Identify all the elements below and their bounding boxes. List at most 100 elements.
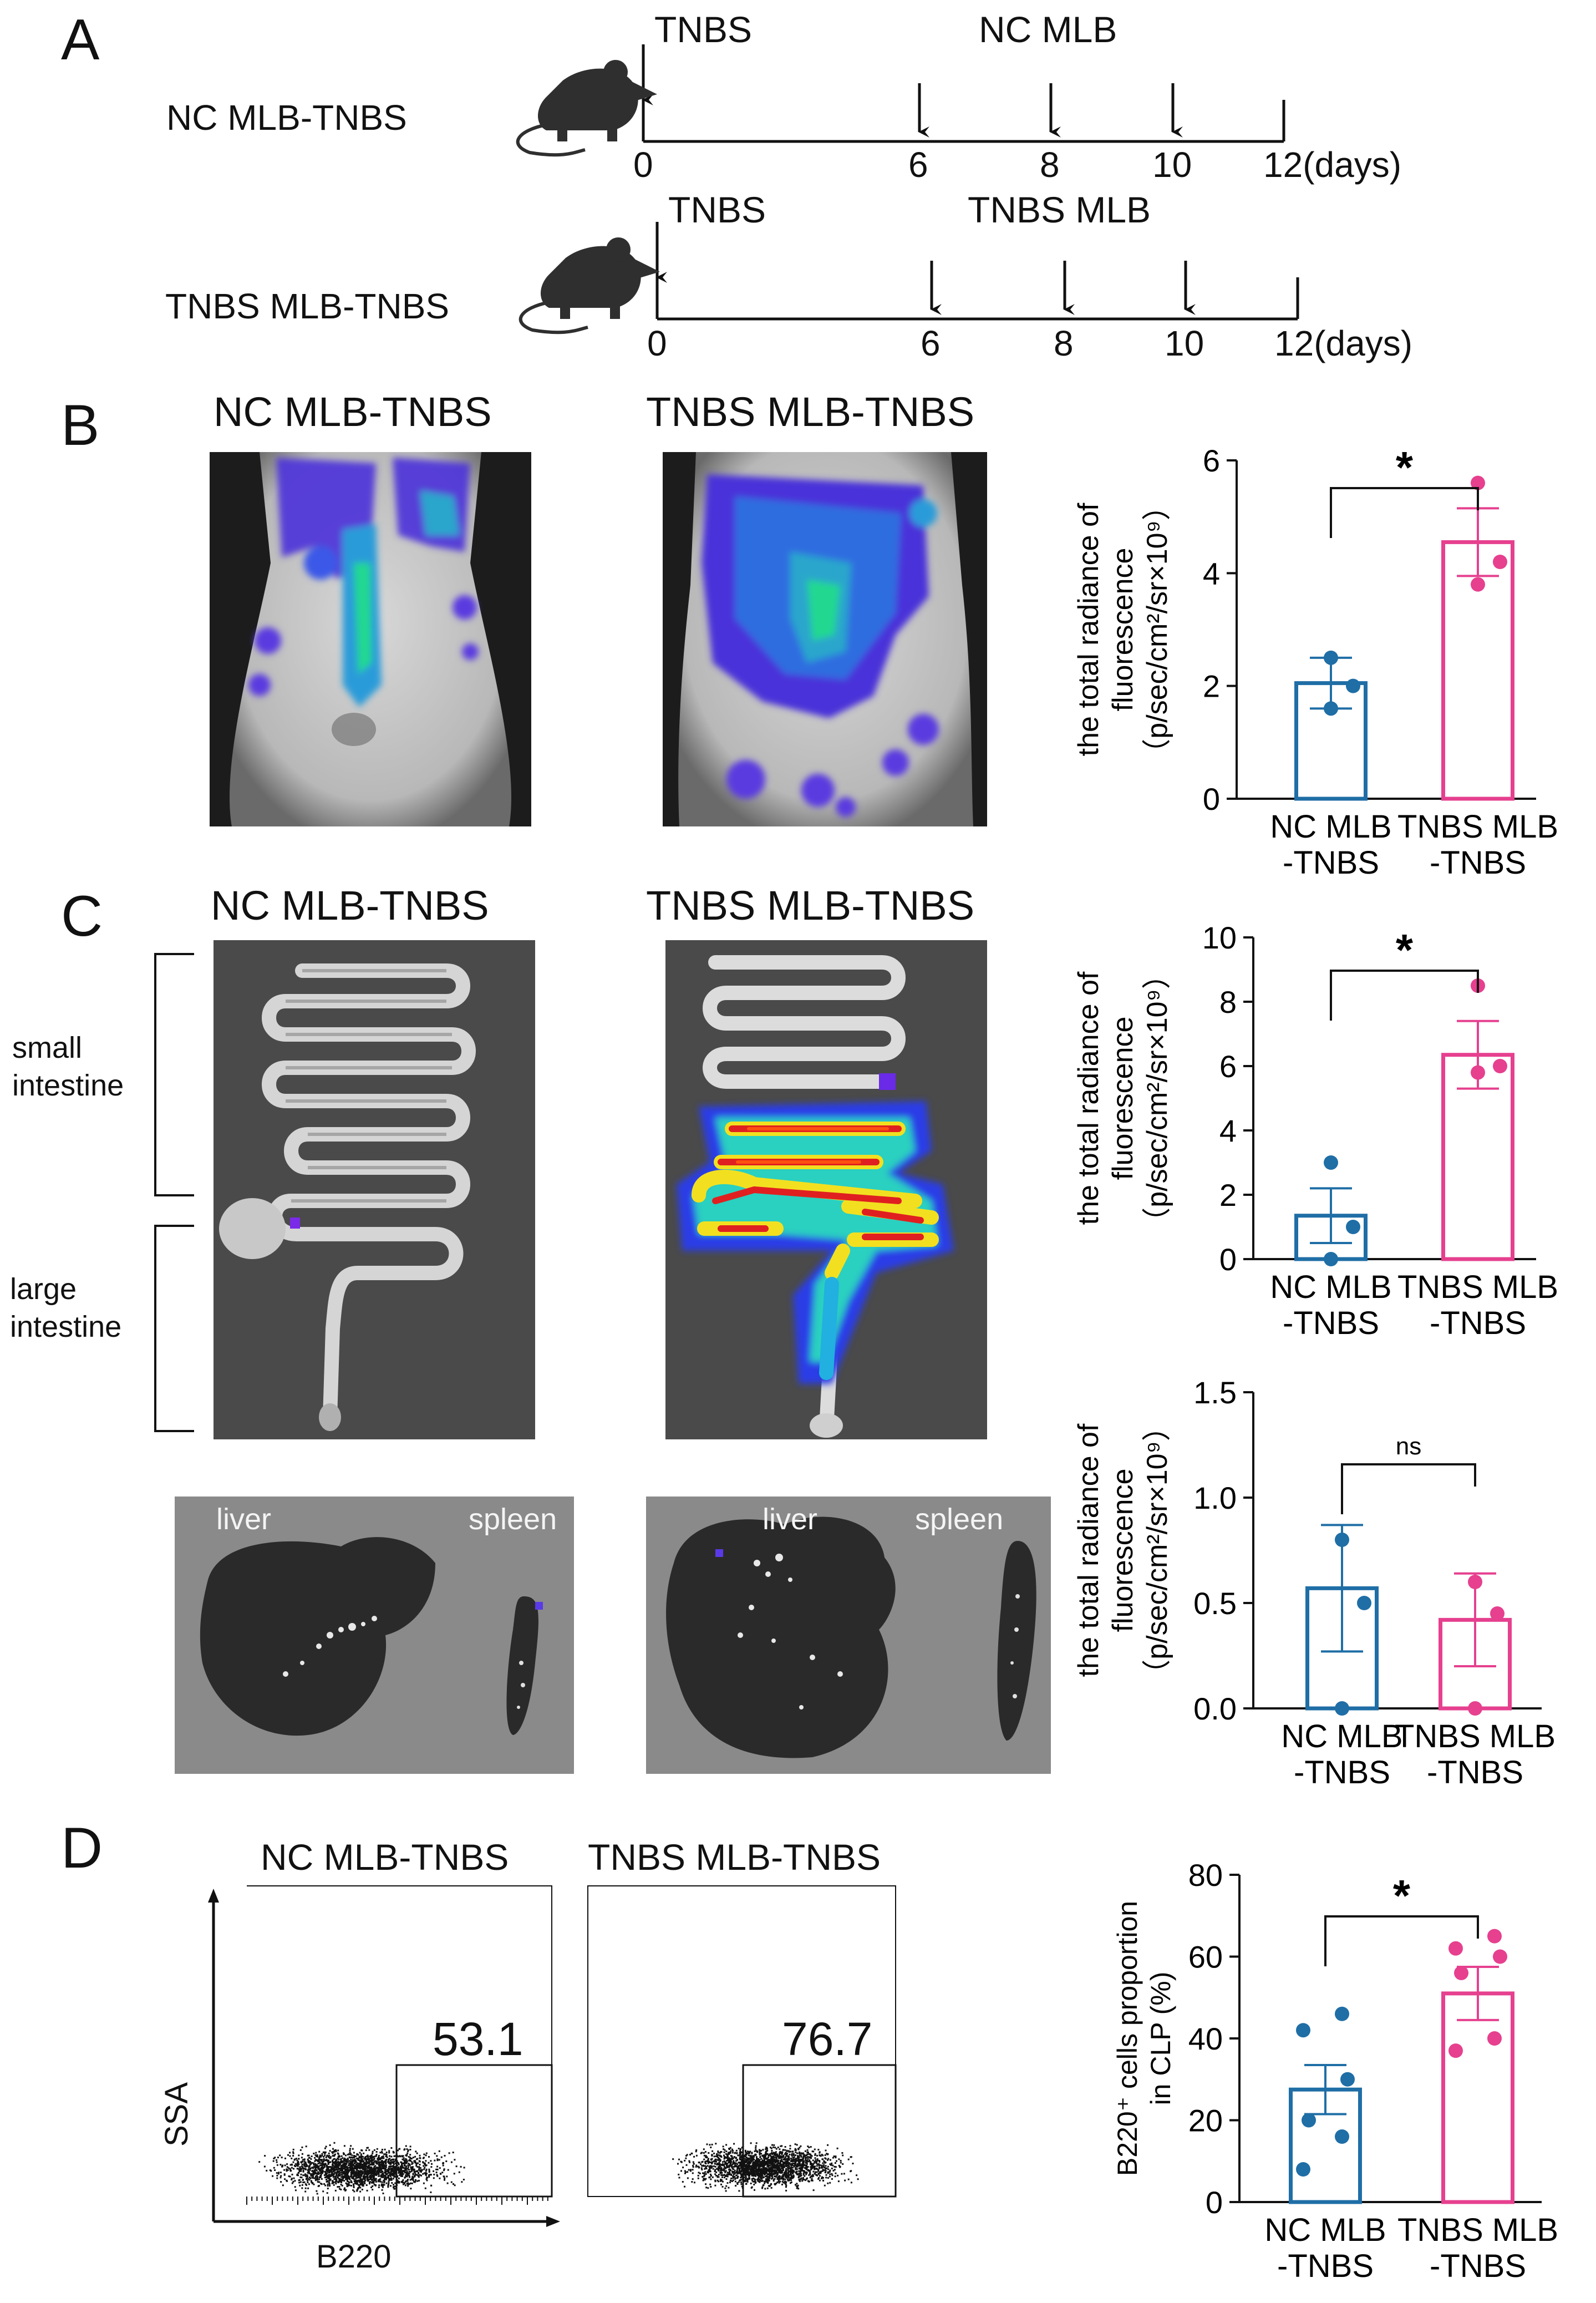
flow-dot [380, 2172, 382, 2174]
flow-dot [372, 2157, 374, 2159]
flow-dot [326, 2192, 328, 2194]
flow-dot [345, 2154, 347, 2157]
x-tick-label: TNBS MLB [1397, 2212, 1558, 2248]
flow-dot [374, 2155, 375, 2158]
flow-dot [759, 2149, 760, 2151]
flow-dot [760, 2158, 763, 2160]
flow-dot [362, 2172, 364, 2174]
flow-dot [348, 2162, 350, 2164]
y-axis-label: the total radiance of [1073, 971, 1105, 1225]
flow-dot [710, 2165, 713, 2167]
flow-dot [370, 2168, 372, 2170]
flow-dot [719, 2160, 721, 2162]
flow-dot [738, 2162, 740, 2164]
flow-dot [771, 2157, 774, 2159]
flow-dot [782, 2169, 784, 2171]
flow-dot [398, 2168, 400, 2170]
flow-dot [785, 2168, 787, 2170]
flow-dot [348, 2184, 350, 2187]
flow-dot [821, 2177, 824, 2179]
flow-dot [753, 2164, 755, 2167]
flow-dot [812, 2175, 815, 2177]
flow-dot [724, 2171, 726, 2173]
flow-dot [786, 2158, 788, 2160]
flow-dot [306, 2177, 308, 2179]
flow-dot [776, 2172, 779, 2174]
flow-dot [822, 2177, 824, 2179]
flow-dot [380, 2183, 383, 2185]
flow-dot [305, 2175, 307, 2178]
flow-dot [836, 2160, 837, 2162]
flow-dot [346, 2169, 348, 2171]
flow-dot [334, 2168, 336, 2170]
flow-dot [324, 2154, 326, 2157]
flow-dot [787, 2175, 790, 2178]
flow-dot [338, 2186, 340, 2188]
flow-dot [767, 2173, 769, 2175]
flow-dot [764, 2157, 766, 2159]
flow-dot [757, 2172, 759, 2174]
data-point [1335, 1701, 1349, 1716]
flow-dot [303, 2160, 306, 2163]
flow-dot [366, 2147, 368, 2149]
flow-dot [307, 2158, 309, 2160]
flow-dot [790, 2160, 792, 2163]
flow-dot [807, 2158, 809, 2160]
flow-dot [357, 2157, 359, 2159]
flow-dot [810, 2163, 811, 2165]
flow-dot [767, 2154, 770, 2157]
flow-dot [308, 2183, 310, 2185]
flow-dot [308, 2165, 311, 2168]
flow-dot [332, 2167, 334, 2169]
flow-dot [741, 2185, 743, 2188]
flow-dot [407, 2164, 409, 2167]
flow-dot [831, 2167, 833, 2169]
flow-dot [800, 2159, 801, 2160]
flow-dot [790, 2179, 792, 2182]
flow-dot [380, 2174, 382, 2176]
flow-dot [694, 2182, 695, 2184]
flow-dot [400, 2175, 402, 2177]
flow-dot [754, 2170, 756, 2173]
flow-dot [413, 2168, 415, 2170]
flow-dot [374, 2165, 377, 2167]
flow-dot [331, 2166, 333, 2168]
flow-dot [796, 2186, 799, 2188]
flow-dot [347, 2167, 349, 2169]
flow-dot [373, 2169, 375, 2171]
flow-dot [395, 2167, 397, 2169]
flow-dot [378, 2179, 380, 2180]
flow-dot [798, 2165, 800, 2167]
flow-dot [384, 2178, 385, 2180]
flow-dot [710, 2161, 712, 2163]
flow-dot [369, 2171, 371, 2173]
flow-dot [766, 2153, 769, 2155]
flow-dot [334, 2170, 336, 2172]
flow-dot [811, 2167, 814, 2169]
flow-dot [719, 2172, 721, 2174]
flow-dot [350, 2157, 353, 2159]
flow-dot [406, 2154, 408, 2156]
flow-dot [766, 2157, 769, 2159]
flow-dot [447, 2169, 449, 2171]
flow-dot [352, 2157, 354, 2159]
flow-dot [800, 2173, 802, 2175]
y-tick-label: 0 [1206, 2185, 1223, 2220]
flow-dot [388, 2172, 390, 2174]
flow-dot [764, 2164, 766, 2166]
flow-dot [800, 2174, 802, 2177]
flow-dot [771, 2169, 773, 2172]
flow-dot [394, 2182, 397, 2184]
flow-dot [312, 2177, 314, 2179]
flow-dot [763, 2171, 765, 2173]
flow-dot [782, 2165, 784, 2167]
flow-dot [790, 2157, 792, 2159]
flow-dot [342, 2179, 344, 2182]
flow-dot [394, 2155, 397, 2157]
flow-dot [790, 2176, 792, 2178]
flow-dot [355, 2160, 357, 2163]
flow-dot [376, 2160, 378, 2163]
flow-dot [317, 2168, 319, 2169]
flow-dot [276, 2174, 278, 2177]
flow-dot [771, 2164, 773, 2167]
